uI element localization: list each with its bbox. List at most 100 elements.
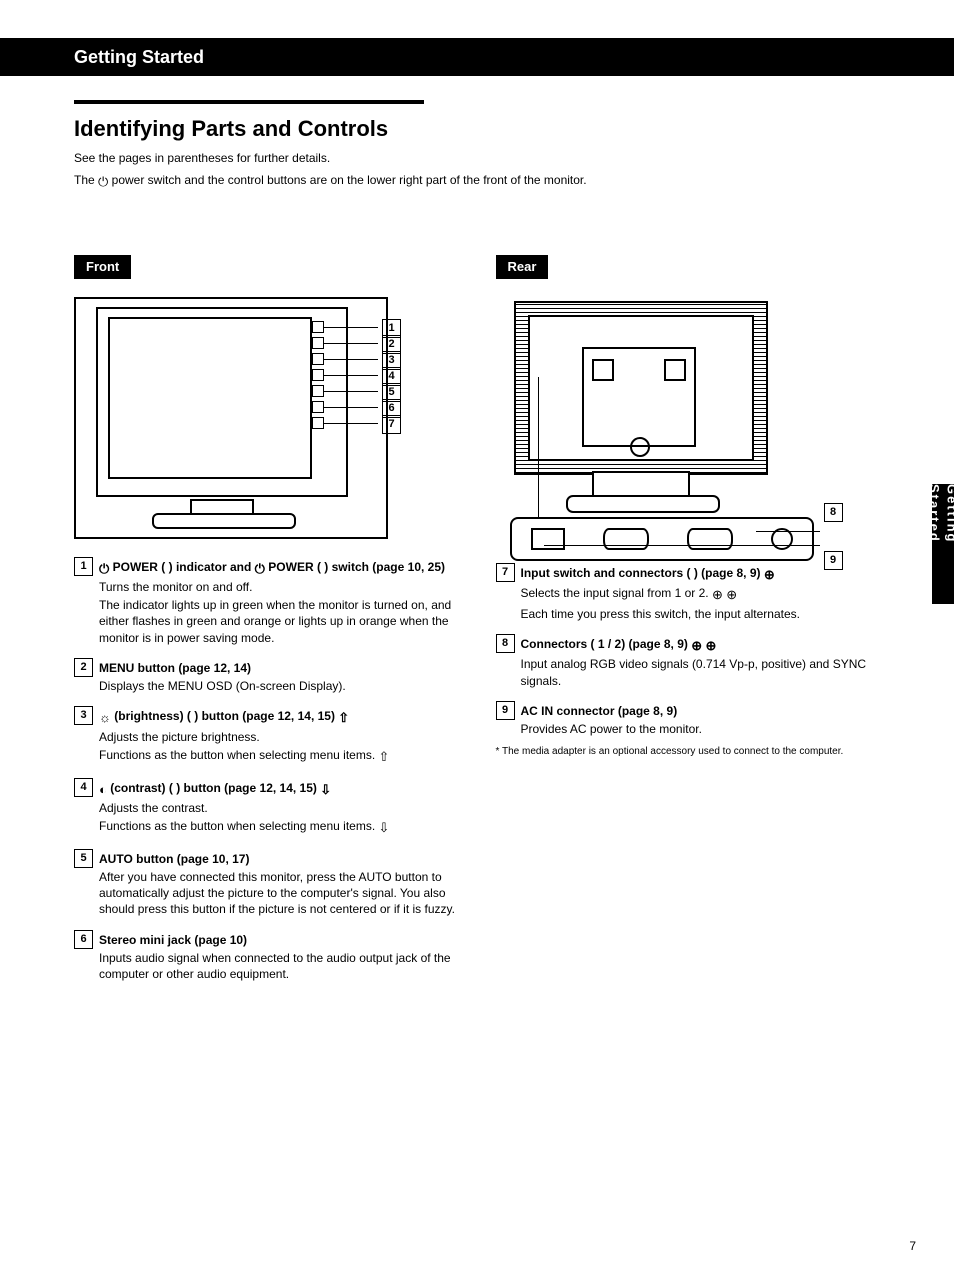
rear-base [566,495,720,513]
page-title: Identifying Parts and Controls [74,114,388,144]
input-icon: ⊕ [764,566,775,584]
down-icon: ⇩ [320,781,331,799]
connector-panel [510,517,814,561]
power-icon: ⏻ [99,560,109,578]
front-btn [312,353,324,365]
item-5-p1: After you have connected this monitor, p… [99,869,468,918]
item-2-p1: Displays the MENU OSD (On-screen Display… [99,678,468,694]
item-7-p1: Selects the input signal from 1 or 2. ⊕ … [521,585,890,604]
item-4: 4 ◐ (contrast) ( ) button (page 12, 14, … [74,778,468,839]
contrast-icon: ◐ [99,781,107,799]
header-bar: Getting Started [0,38,954,76]
item-1-p2: The indicator lights up in green when th… [99,597,468,646]
num-3: 3 [74,706,93,725]
item-3-head: ☼ (brightness) ( ) button (page 12, 14, … [99,708,468,727]
item-8-p1: Input analog RGB video signals (0.714 Vp… [521,656,890,688]
item-3: 3 ☼ (brightness) ( ) button (page 12, 14… [74,706,468,767]
item-7-p2: Each time you press this switch, the inp… [521,606,890,622]
input-icon: ⊕ [691,637,702,655]
dsub-connector-1 [603,528,649,550]
acin-connector [531,528,565,550]
lead-line [324,343,378,344]
item-4-p2: Functions as the button when selecting m… [99,818,468,837]
front-btn [312,401,324,413]
item-1: 1 ⏻ POWER ( ) indicator and ⏻ POWER ( ) … [74,557,468,648]
lead-line [324,407,378,408]
num-7: 7 [496,563,515,582]
front-btn [312,321,324,333]
lead-line [324,327,378,328]
down-icon: ⇩ [379,819,390,837]
item-7: 7 Input switch and connectors ( ) (page … [496,563,890,624]
item-5: 5 AUTO button (page 10, 17) After you ha… [74,849,468,920]
side-tab: Getting Started [932,484,954,604]
callout-7: 7 [382,415,407,434]
num-1: 1 [74,557,93,576]
num-4: 4 [74,778,93,797]
title-underline [74,100,424,104]
page-number: 7 [909,1238,916,1254]
callout-8: 8 [824,503,849,522]
power-icon: ⏻ [98,173,108,191]
dsub-connector-2 [687,528,733,550]
callout-9: 9 [824,551,849,570]
input-icon: ⊕ [712,586,723,604]
lead-line [324,375,378,376]
num-9: 9 [496,701,515,720]
lead-line [756,531,820,532]
item-5-head: AUTO button (page 10, 17) [99,851,468,867]
monitor-screen [108,317,312,479]
item-3-p1: Adjusts the picture brightness. [99,729,468,745]
page: Getting Started Identifying Parts and Co… [0,0,954,1274]
input-icon: ⊕ [705,637,716,655]
lead-line [324,391,378,392]
item-9: 9 AC IN connector (page 8, 9) Provides A… [496,701,890,739]
stand-base [152,513,296,529]
item-2-head: MENU button (page 12, 14) [99,660,468,676]
header-bar-text: Getting Started [74,45,204,69]
item-6-head: Stereo mini jack (page 10) [99,932,468,948]
intro-line-2: The ⏻ power switch and the control butto… [74,172,874,191]
up-icon: ⇧ [379,748,390,766]
item-9-head: AC IN connector (page 8, 9) [521,703,890,719]
item-9-p1: Provides AC power to the monitor. [521,721,890,737]
front-btn [312,385,324,397]
front-figure: 1 2 3 4 5 6 7 [74,297,388,539]
front-btn [312,417,324,429]
num-8: 8 [496,634,515,653]
item-4-head: ◐ (contrast) ( ) button (page 12, 14, 15… [99,780,468,799]
right-column: Rear 8 9 7 [496,255,890,988]
item-8: 8 Connectors ( 1 / 2) (page 8, 9) ⊕ ⊕ In… [496,634,890,691]
front-label: Front [74,255,131,279]
rear-label: Rear [496,255,549,279]
input-icon: ⊕ [726,586,737,604]
intro-line-1: See the pages in parentheses for further… [74,150,874,166]
rear-cutout [582,347,696,447]
item-4-p1: Adjusts the contrast. [99,800,468,816]
rear-figure: 8 9 [496,297,806,545]
lead-line [324,423,378,424]
item-6: 6 Stereo mini jack (page 10) Inputs audi… [74,930,468,985]
power-icon: ⏻ [255,560,265,578]
columns: Front 1 2 [74,255,889,988]
lead-line [324,359,378,360]
item-1-head: ⏻ POWER ( ) indicator and ⏻ POWER ( ) sw… [99,559,468,578]
intro-block: See the pages in parentheses for further… [74,150,874,197]
item-8-head: Connectors ( 1 / 2) (page 8, 9) ⊕ ⊕ [521,636,890,655]
num-2: 2 [74,658,93,677]
front-btn [312,337,324,349]
num-6: 6 [74,930,93,949]
item-2: 2 MENU button (page 12, 14) Displays the… [74,658,468,696]
sun-icon: ☼ [99,709,111,727]
asterisk-note: * The media adapter is an optional acces… [496,745,890,759]
left-column: Front 1 2 [74,255,468,988]
rear-screw [630,437,650,457]
item-3-p2: Functions as the button when selecting m… [99,747,468,766]
front-buttons-column [312,321,324,429]
lead-line [544,545,820,546]
up-icon: ⇧ [338,709,349,727]
item-1-p1: Turns the monitor on and off. [99,579,468,595]
num-5: 5 [74,849,93,868]
item-6-p1: Inputs audio signal when connected to th… [99,950,468,982]
front-btn [312,369,324,381]
